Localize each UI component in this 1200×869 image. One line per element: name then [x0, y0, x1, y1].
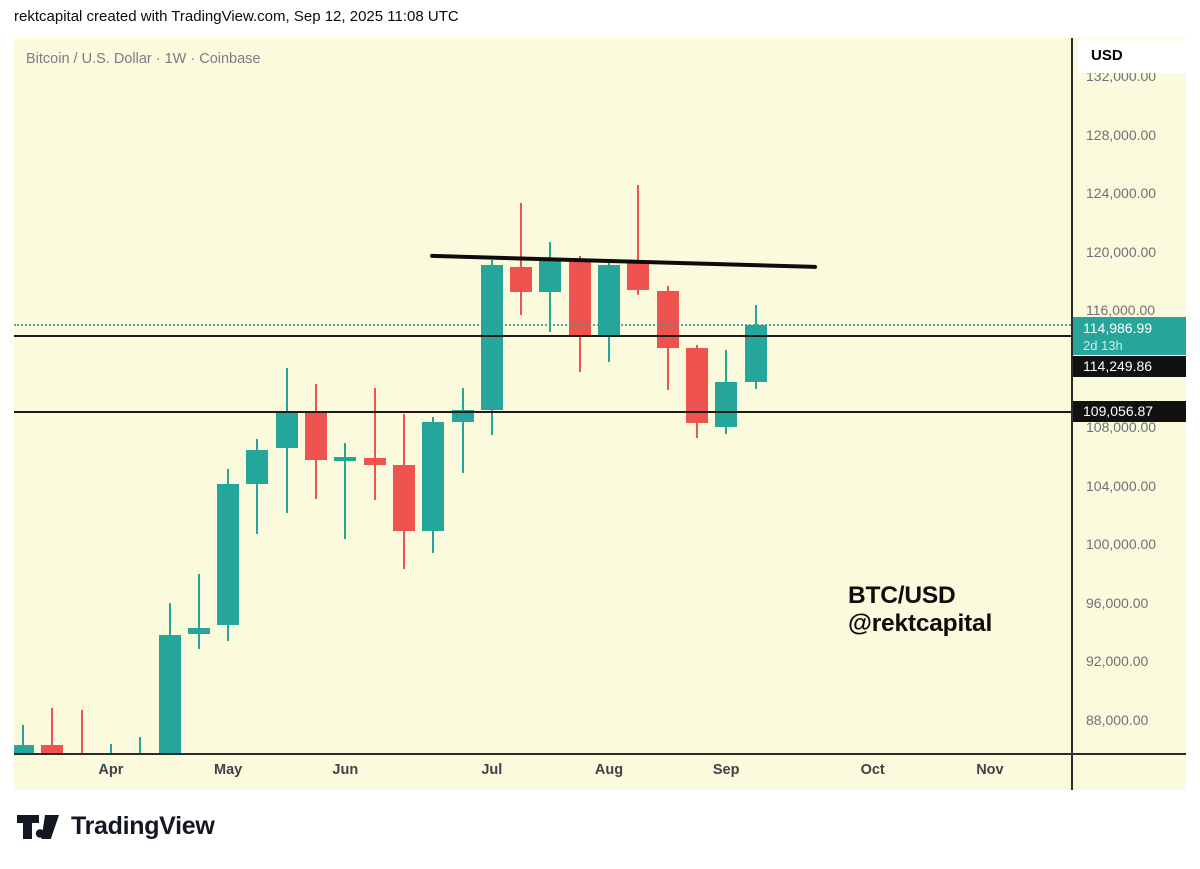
time-axis-label: Aug — [594, 762, 624, 778]
candle-up — [14, 745, 34, 753]
watermark-handle: @rektcapital — [848, 610, 993, 637]
footer: TradingView — [16, 812, 215, 841]
symbol-title: Bitcoin / U.S. Dollar · 1W · Coinbase — [26, 51, 261, 67]
candle-up — [539, 259, 562, 292]
price-level-badge-upper: 114,249.86 — [1073, 356, 1186, 377]
time-axis-label: Jul — [481, 762, 503, 778]
price-axis-label: 108,000.00 — [1086, 419, 1157, 435]
time-axis-border — [14, 753, 1186, 755]
candle-wick — [344, 443, 347, 539]
time-axis-label: Oct — [860, 762, 885, 778]
watermark-symbol: BTC/USD — [848, 582, 956, 609]
price-axis-label: 100,000.00 — [1086, 536, 1157, 552]
price-axis-border — [1071, 38, 1073, 790]
candle-wick — [197, 573, 200, 650]
price-axis[interactable]: USD 114,986.99 2d 13h 114,249.86 109,056… — [1073, 38, 1186, 790]
time-axis-label: Nov — [976, 762, 1004, 778]
currency-toggle-button[interactable]: USD — [1078, 39, 1186, 73]
time-axis[interactable]: Apr May Jun Jul Aug Sep Oct Nov — [14, 756, 1071, 788]
price-axis-label: 104,000.00 — [1086, 477, 1157, 494]
candle-up — [275, 412, 298, 449]
candle-up — [422, 422, 445, 531]
price-axis-label: 116,000.00 — [1086, 302, 1156, 318]
current-price-badge: 114,986.99 2d 13h — [1073, 317, 1186, 355]
chart-background — [14, 38, 1186, 790]
bar-countdown: 2d 13h — [1083, 338, 1123, 353]
candle-down — [685, 348, 708, 424]
price-axis-label: 96,000.00 — [1086, 594, 1149, 611]
candle-up — [246, 449, 269, 484]
candle-wick — [373, 388, 376, 501]
price-axis-label: 124,000.00 — [1086, 185, 1157, 201]
candle-wick — [139, 737, 142, 753]
attribution-text: rektcapital created with TradingView.com… — [14, 8, 459, 25]
horizontal-level-line — [14, 334, 1071, 337]
current-price-value: 114,986.99 — [1083, 320, 1153, 336]
candle-wick — [461, 388, 464, 474]
time-axis-label: Jun — [332, 762, 359, 778]
tradingview-logo-icon[interactable] — [16, 813, 60, 841]
current-price-line — [14, 323, 1071, 326]
horizontal-level-line — [14, 410, 1071, 413]
price-axis-label: 92,000.00 — [1086, 653, 1149, 669]
candle-up — [480, 264, 503, 411]
price-axis-label: 88,000.00 — [1086, 711, 1149, 728]
candle-up — [451, 410, 474, 423]
candle-down — [305, 412, 327, 461]
chart-canvas[interactable]: BTC/USD @rektcapital — [14, 38, 1071, 753]
time-axis-label: Apr — [98, 762, 124, 778]
candle-up — [598, 264, 620, 337]
candle-up — [744, 324, 767, 383]
tradingview-logo-text[interactable]: TradingView — [71, 812, 215, 840]
candle-down — [510, 266, 533, 293]
candle-down — [656, 291, 679, 349]
candle-wick — [80, 710, 83, 753]
time-axis-label: May — [213, 762, 243, 778]
candle-up — [187, 628, 210, 635]
candle-up — [715, 382, 738, 428]
candle-down — [392, 465, 415, 531]
candle-down — [363, 458, 386, 466]
candle-up — [158, 635, 181, 753]
candle-wick — [256, 439, 259, 534]
watermark: BTC/USD @rektcapital — [848, 582, 992, 638]
candle-wick — [22, 724, 24, 753]
price-level-badge-lower: 109,056.87 — [1073, 401, 1186, 422]
candle-wick — [51, 708, 54, 753]
candle-down — [41, 745, 64, 753]
candle-down — [568, 261, 591, 338]
candle-up — [217, 483, 240, 625]
candle-down — [627, 262, 650, 290]
candle-up — [334, 457, 357, 462]
candle-wick — [637, 184, 640, 295]
price-axis-label: 128,000.00 — [1086, 126, 1157, 143]
candle-wick — [109, 744, 112, 753]
time-axis-label: Sep — [712, 762, 740, 778]
trendline — [430, 253, 817, 269]
price-axis-label: 120,000.00 — [1086, 243, 1157, 260]
